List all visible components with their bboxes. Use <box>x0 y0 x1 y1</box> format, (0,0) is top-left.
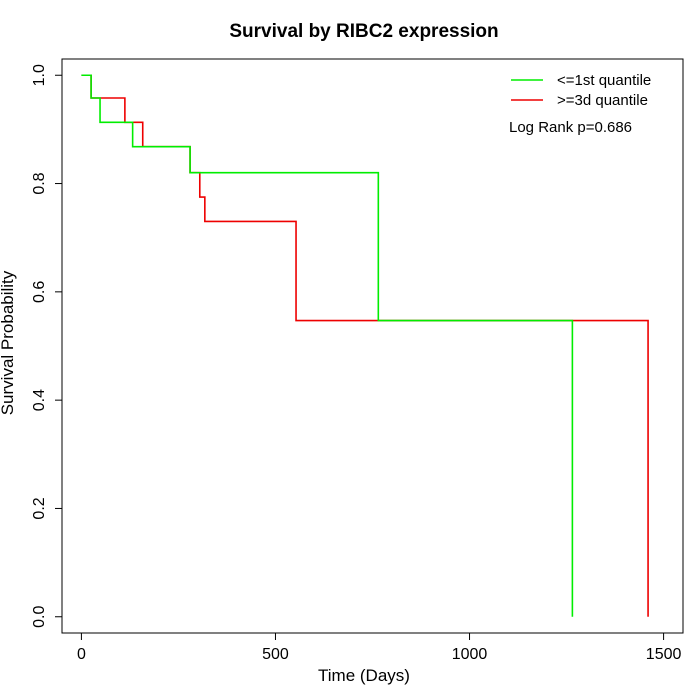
y-tick-label: 0.6 <box>31 281 48 303</box>
y-tick-label: 0.8 <box>31 172 48 194</box>
log-rank-annotation: Log Rank p=0.686 <box>509 119 632 136</box>
survival-curves <box>81 74 649 617</box>
y-axis: 0.0 0.2 0.4 0.6 0.8 1.0 <box>31 64 62 628</box>
x-tick-label: 1000 <box>452 646 488 663</box>
survival-curve-high <box>81 74 649 617</box>
y-tick-label: 0.0 <box>31 606 48 628</box>
y-tick-label: 1.0 <box>31 64 48 86</box>
legend-label: >=3d quantile <box>557 92 648 109</box>
x-axis: 0 500 1000 1500 <box>77 633 682 663</box>
survival-curve-low <box>81 74 574 617</box>
x-tick-label: 1500 <box>646 646 682 663</box>
legend-label: <=1st quantile <box>557 72 651 89</box>
y-tick-label: 0.4 <box>31 389 48 411</box>
legend: <=1st quantile >=3d quantile <box>511 72 651 109</box>
x-axis-label: Time (Days) <box>318 666 410 685</box>
x-tick-label: 0 <box>77 646 86 663</box>
chart-title: Survival by RIBC2 expression <box>229 21 498 42</box>
y-tick-label: 0.2 <box>31 497 48 519</box>
y-axis-label: Survival Probability <box>0 270 17 415</box>
plot-frame <box>61 58 684 634</box>
x-tick-label: 500 <box>262 646 289 663</box>
